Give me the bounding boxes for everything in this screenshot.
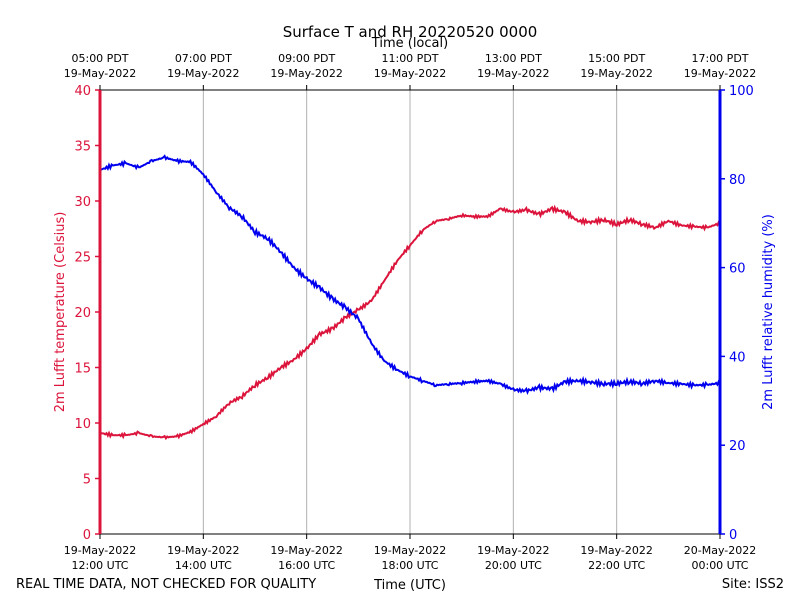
top-tick-time: 09:00 PDT xyxy=(278,52,335,65)
right-tick-label: 20 xyxy=(729,439,746,454)
series-lines xyxy=(99,154,721,441)
left-tick-label: 25 xyxy=(74,251,91,266)
bottom-tick-time: 14:00 UTC xyxy=(175,559,232,572)
bottom-axis-ticks: 19-May-2022 12:00 UTC 19-May-2022 14:00 UTC… xyxy=(64,534,756,572)
right-tick-label: 80 xyxy=(729,173,746,188)
top-tick-time: 13:00 PDT xyxy=(485,52,542,65)
top-tick-date: 19-May-2022 xyxy=(477,67,549,80)
right-tick-label: 100 xyxy=(729,84,754,99)
bottom-tick-time: 22:00 UTC xyxy=(588,559,645,572)
left-tick-label: 5 xyxy=(83,473,91,488)
gridlines xyxy=(202,90,618,534)
top-tick-date: 19-May-2022 xyxy=(167,67,239,80)
left-tick-label: 0 xyxy=(83,528,91,543)
right-tick-label: 60 xyxy=(729,262,746,277)
top-tick-time: 11:00 PDT xyxy=(381,52,438,65)
bottom-tick-time: 12:00 UTC xyxy=(71,559,128,572)
left-tick-label: 15 xyxy=(74,362,91,377)
top-axis-label: Time (local) xyxy=(371,36,448,51)
left-axis-ticks: 0 5 10 15 20 25 30 35 40 xyxy=(74,84,100,543)
top-tick-date: 19-May-2022 xyxy=(580,67,652,80)
top-tick-time: 17:00 PDT xyxy=(691,52,748,65)
right-axis-ticks: 0 20 40 60 80 100 xyxy=(720,84,754,543)
bottom-tick-date: 19-May-2022 xyxy=(167,544,239,557)
top-tick-time: 05:00 PDT xyxy=(71,52,128,65)
top-axis-ticks: 05:00 PDT 19-May-2022 07:00 PDT 19-May-2022… xyxy=(64,52,756,90)
bottom-tick-time: 00:00 UTC xyxy=(691,559,748,572)
bottom-tick-time: 20:00 UTC xyxy=(485,559,542,572)
left-tick-label: 20 xyxy=(74,306,91,321)
bottom-tick-date: 19-May-2022 xyxy=(580,544,652,557)
humidity-line xyxy=(99,154,721,395)
right-axis-label: 2m Lufft relative humidity (%) xyxy=(761,214,776,410)
chart-title: Surface T and RH 20220520 0000 xyxy=(283,23,538,41)
left-tick-label: 30 xyxy=(74,195,91,210)
left-tick-label: 40 xyxy=(74,84,91,99)
x-axis-label: Time (UTC) xyxy=(373,578,446,593)
bottom-tick-date: 19-May-2022 xyxy=(64,544,136,557)
top-tick-date: 19-May-2022 xyxy=(684,67,756,80)
top-tick-date: 19-May-2022 xyxy=(270,67,342,80)
left-tick-label: 10 xyxy=(74,417,91,432)
right-tick-label: 40 xyxy=(729,350,746,365)
left-axis-label: 2m Lufft temperature (Celsius) xyxy=(53,212,68,413)
top-tick-date: 19-May-2022 xyxy=(374,67,446,80)
bottom-tick-date: 19-May-2022 xyxy=(477,544,549,557)
top-tick-time: 07:00 PDT xyxy=(175,52,232,65)
bottom-tick-date: 19-May-2022 xyxy=(374,544,446,557)
site-label: Site: ISS2 xyxy=(722,577,784,592)
left-tick-label: 35 xyxy=(74,140,91,155)
top-tick-date: 19-May-2022 xyxy=(64,67,136,80)
temperature-line xyxy=(99,204,721,441)
top-tick-time: 15:00 PDT xyxy=(588,52,645,65)
bottom-tick-date: 20-May-2022 xyxy=(684,544,756,557)
quality-disclaimer: REAL TIME DATA, NOT CHECKED FOR QUALITY xyxy=(16,577,316,592)
bottom-tick-date: 19-May-2022 xyxy=(270,544,342,557)
bottom-tick-time: 16:00 UTC xyxy=(278,559,335,572)
bottom-tick-time: 18:00 UTC xyxy=(381,559,438,572)
right-tick-label: 0 xyxy=(729,528,737,543)
